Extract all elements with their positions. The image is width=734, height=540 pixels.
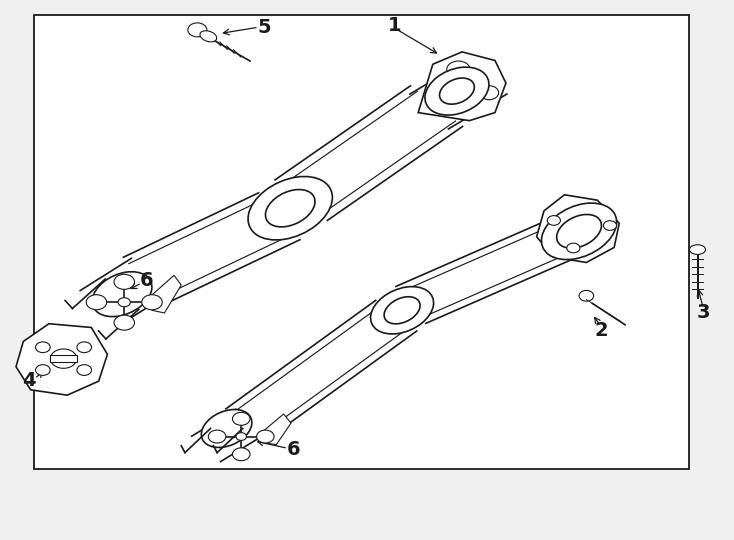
Ellipse shape <box>371 287 434 334</box>
Text: 6: 6 <box>139 271 153 290</box>
Circle shape <box>233 448 250 461</box>
Circle shape <box>114 274 134 289</box>
Ellipse shape <box>542 203 617 260</box>
Ellipse shape <box>425 67 489 115</box>
Text: 6: 6 <box>287 441 301 460</box>
Text: 1: 1 <box>388 16 401 35</box>
Circle shape <box>118 298 131 307</box>
Circle shape <box>77 364 92 375</box>
Text: 2: 2 <box>595 321 608 340</box>
Polygon shape <box>410 59 507 129</box>
Ellipse shape <box>201 409 252 448</box>
Text: 3: 3 <box>697 303 710 322</box>
Polygon shape <box>542 202 615 254</box>
Ellipse shape <box>266 190 315 227</box>
Circle shape <box>257 430 274 443</box>
Ellipse shape <box>92 272 152 316</box>
Polygon shape <box>396 221 575 323</box>
Circle shape <box>142 295 162 310</box>
Polygon shape <box>123 193 300 304</box>
Circle shape <box>114 315 134 330</box>
Polygon shape <box>418 52 506 120</box>
Circle shape <box>447 61 470 78</box>
Polygon shape <box>226 300 417 440</box>
Bar <box>34 15 688 469</box>
Circle shape <box>603 221 617 231</box>
Circle shape <box>51 349 77 368</box>
Ellipse shape <box>440 78 474 104</box>
Circle shape <box>579 291 594 301</box>
Ellipse shape <box>384 297 420 324</box>
Circle shape <box>35 342 50 353</box>
Ellipse shape <box>556 214 601 248</box>
Ellipse shape <box>248 177 333 240</box>
Polygon shape <box>537 195 619 262</box>
Circle shape <box>86 295 106 310</box>
Circle shape <box>233 413 250 426</box>
Circle shape <box>208 430 226 443</box>
Polygon shape <box>264 414 291 444</box>
Circle shape <box>548 215 561 225</box>
Circle shape <box>479 86 498 100</box>
Text: 5: 5 <box>258 18 272 37</box>
Polygon shape <box>192 409 264 462</box>
Polygon shape <box>80 258 171 325</box>
Circle shape <box>188 23 207 37</box>
Polygon shape <box>275 86 462 220</box>
Polygon shape <box>16 323 107 395</box>
Circle shape <box>77 342 92 353</box>
Circle shape <box>567 243 580 253</box>
Circle shape <box>35 364 50 375</box>
Polygon shape <box>51 355 77 362</box>
Polygon shape <box>150 275 181 313</box>
Ellipse shape <box>689 245 705 254</box>
Text: 4: 4 <box>22 370 36 390</box>
Ellipse shape <box>200 31 217 42</box>
Circle shape <box>236 433 247 441</box>
